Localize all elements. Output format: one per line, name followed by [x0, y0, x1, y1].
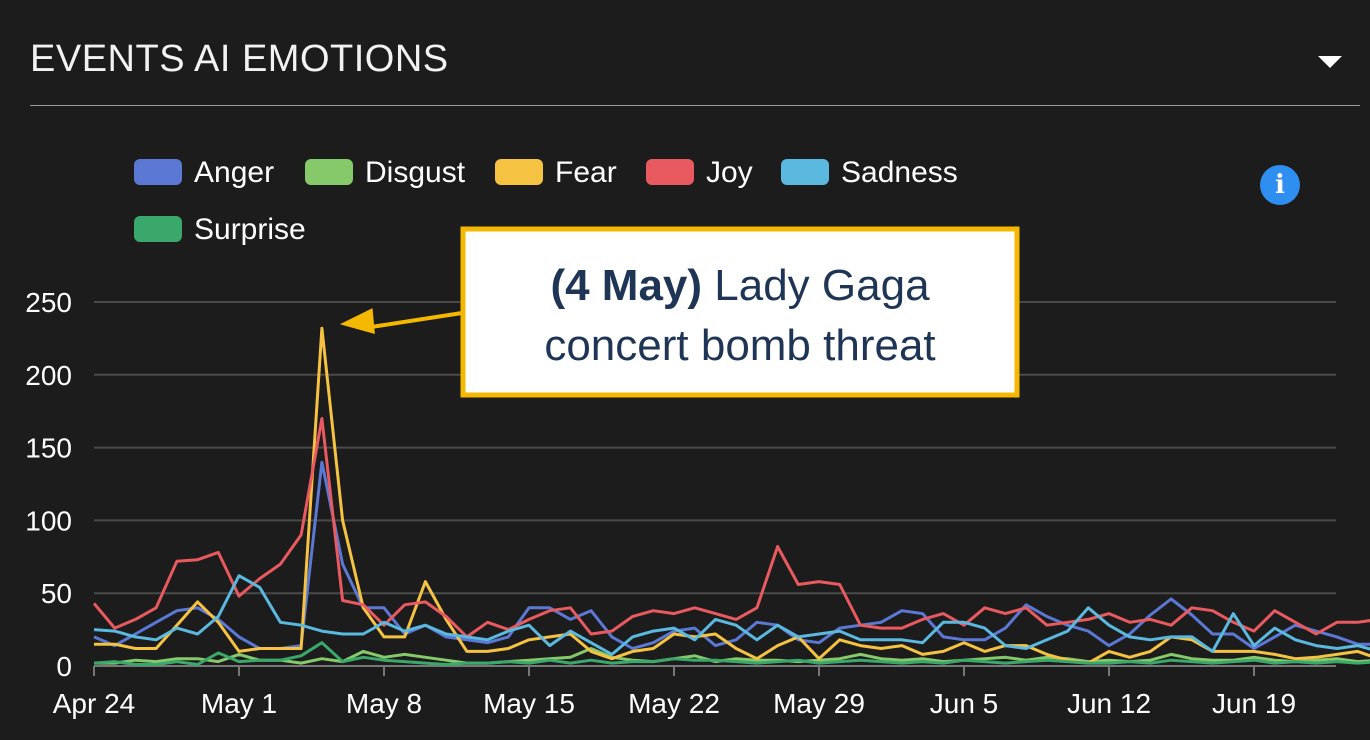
series-line-fear: [94, 326, 1370, 665]
header-divider: [30, 105, 1360, 106]
x-tick-label: Jun 19: [1212, 688, 1296, 719]
caret-down-icon[interactable]: [1318, 56, 1342, 68]
axis-labels: 0 50 100 150 200 250 Apr 24 May 1 May 8 May 15 May…: [25, 287, 1296, 719]
x-tick-label: May 29: [773, 688, 865, 719]
y-tick-label: 200: [25, 360, 72, 391]
legend-label: Sadness: [841, 156, 958, 189]
callout-title: Lady Gaga: [714, 261, 930, 310]
annotation-callout: (4 May) Lady Gaga concert bomb threat: [339, 226, 1020, 398]
x-tick-label: May 15: [483, 688, 575, 719]
legend: Anger Disgust Fear Joy Sadness Surprise: [134, 156, 958, 246]
series-line-anger: [93, 460, 1370, 650]
legend-label: Joy: [706, 156, 753, 189]
x-tick-label: Jun 5: [930, 688, 999, 719]
y-tick-label: 250: [25, 287, 72, 318]
x-tick-label: May 8: [346, 688, 422, 719]
legend-swatch: [134, 216, 182, 242]
callout-date: (4 May): [550, 261, 702, 310]
legend-label: Fear: [555, 156, 617, 189]
info-icon[interactable]: i: [1260, 165, 1300, 205]
y-tick-label: 0: [56, 651, 72, 682]
series-line-surprise: [93, 641, 1370, 666]
series-lines: [92, 326, 1370, 666]
x-tick-label: Jun 12: [1067, 688, 1151, 719]
legend-label: Disgust: [365, 156, 466, 189]
callout-line-1: (4 May) Lady Gaga: [550, 261, 930, 310]
x-tick-label: May 22: [628, 688, 720, 719]
series-line-disgust: [94, 647, 1370, 665]
legend-label: Surprise: [194, 213, 306, 246]
series-line-sadness: [93, 574, 1370, 656]
legend-swatch: [495, 159, 543, 185]
legend-swatch: [646, 159, 694, 185]
callout-line-2: concert bomb threat: [544, 321, 935, 370]
legend-swatch: [305, 159, 353, 185]
callout-arrow-head: [339, 308, 375, 335]
panel-title: EVENTS AI EMOTIONS: [30, 38, 449, 80]
legend-swatch: [781, 159, 829, 185]
legend-label: Anger: [194, 156, 274, 189]
y-tick-label: 150: [25, 433, 72, 464]
x-tick-label: Apr 24: [53, 688, 136, 719]
callout-box: [460, 226, 1020, 398]
legend-swatch: [134, 159, 182, 185]
y-tick-label: 100: [25, 505, 72, 536]
x-tick-label: May 1: [201, 688, 277, 719]
series-line-joy: [92, 417, 1370, 639]
callout-arrow: [369, 311, 463, 330]
y-tick-label: 50: [41, 578, 72, 609]
